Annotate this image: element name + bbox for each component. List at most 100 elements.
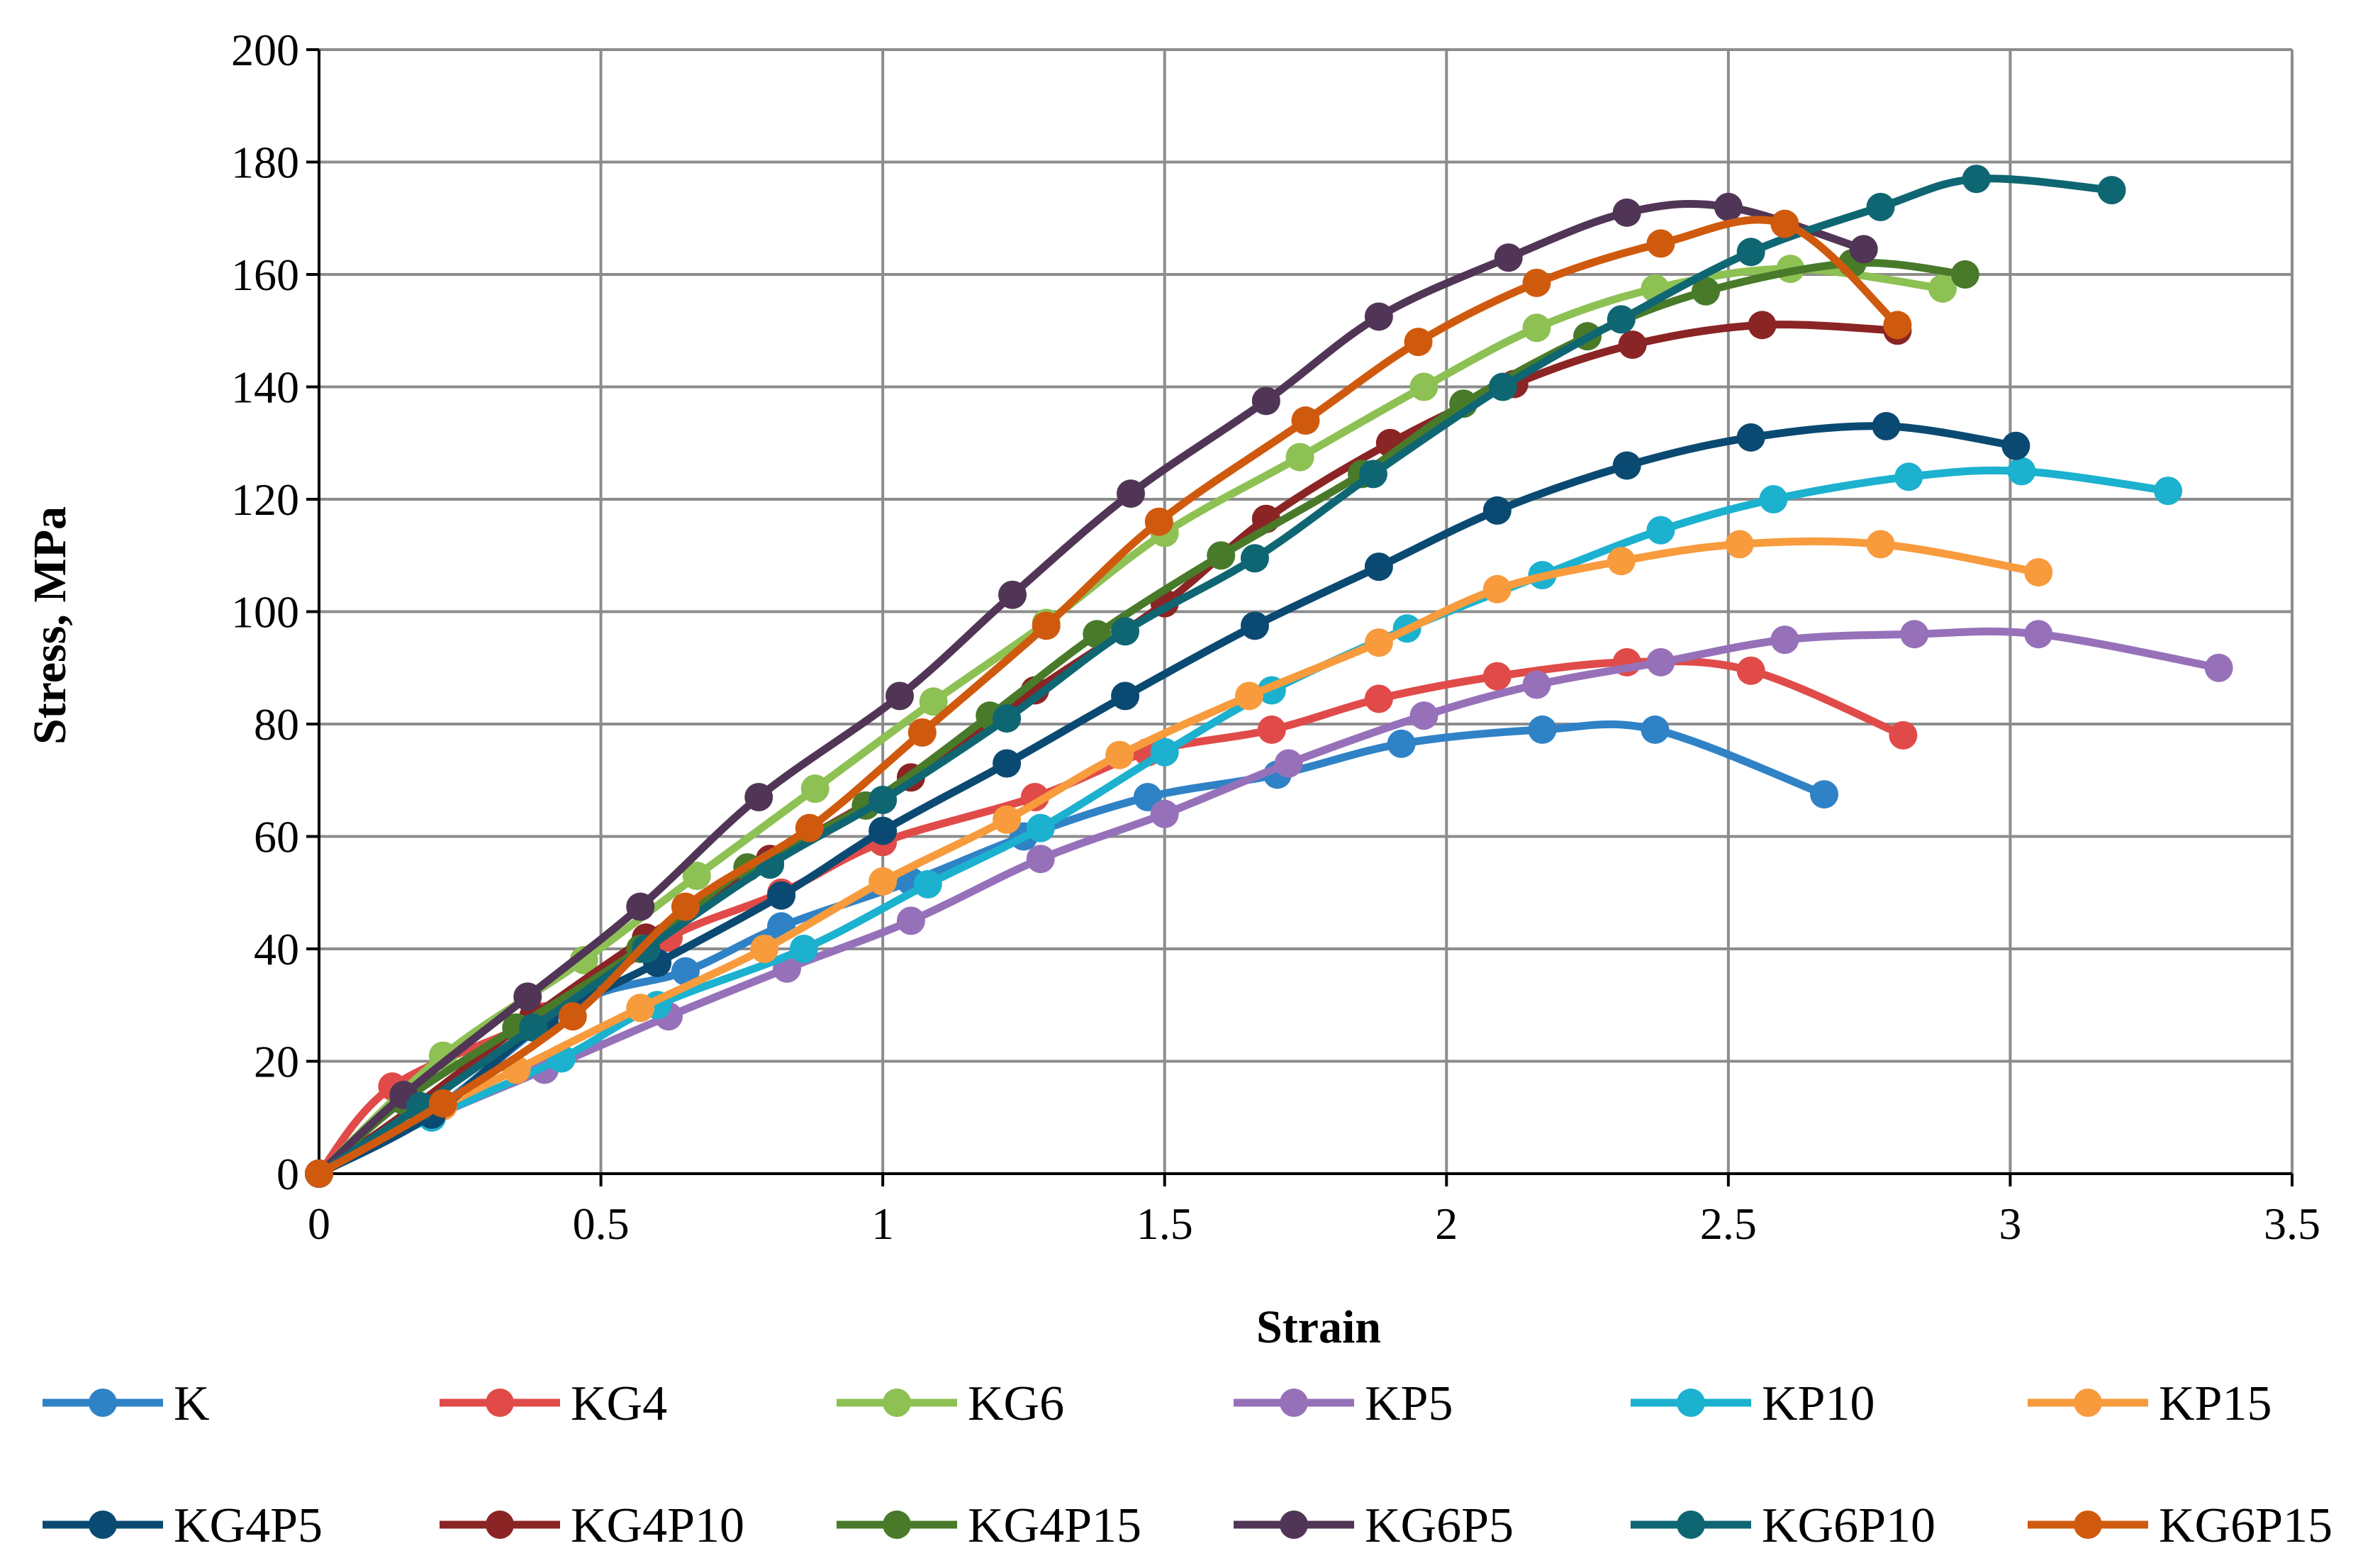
data-point-kg6 (428, 1041, 457, 1070)
legend-swatch-marker (486, 1511, 514, 1539)
data-point-kp5 (1522, 670, 1551, 699)
y-tick-label: 140 (231, 362, 299, 413)
data-point-kp5 (1274, 749, 1303, 778)
y-tick-label: 60 (254, 812, 299, 862)
data-point-kg4p5 (868, 816, 898, 845)
data-point-kg4p10 (1618, 330, 1647, 360)
legend-label: K (174, 1376, 210, 1431)
legend-swatch-marker (1280, 1389, 1308, 1417)
data-point-kp5 (1150, 799, 1179, 828)
data-point-kg6 (1522, 313, 1551, 343)
y-tick-label: 180 (231, 138, 299, 188)
data-point-kp5 (1026, 845, 1055, 874)
data-point-kg6p10 (1358, 460, 1387, 489)
data-point-k (1810, 780, 1839, 809)
data-point-kg4p5 (1482, 496, 1512, 525)
legend-swatch-marker (883, 1511, 911, 1539)
data-point-kg4p15 (1692, 277, 1721, 306)
y-tick-label: 120 (231, 474, 299, 525)
data-point-kg6p15 (1144, 507, 1173, 536)
data-point-kg6p5 (998, 580, 1027, 609)
data-point-kg4 (1482, 662, 1512, 691)
data-point-kp15 (750, 935, 779, 963)
data-point-kp15 (626, 994, 655, 1023)
data-point-kg6p15 (1646, 229, 1675, 258)
legend-item-kp5: KP5 (1234, 1376, 1453, 1431)
y-tick-label: 100 (231, 587, 299, 638)
data-point-kg6p15 (305, 1159, 333, 1188)
data-point-kg6p5 (513, 982, 542, 1011)
legend-item-kg6p15: KG6P15 (2028, 1498, 2332, 1553)
data-point-kp10 (789, 935, 818, 963)
data-point-k (1641, 715, 1670, 744)
data-point-kg6p15 (1770, 209, 1799, 238)
legend-swatch-marker (1677, 1511, 1705, 1539)
data-point-kp15 (1866, 530, 1895, 559)
data-point-kg6p15 (428, 1089, 457, 1118)
legend-item-kg4p5: KG4P5 (43, 1498, 323, 1553)
data-point-kg6p5 (1612, 198, 1641, 227)
data-point-kp5 (1409, 701, 1438, 730)
y-axis-title: Stress, MPa (24, 506, 76, 745)
series-kg4 (305, 647, 1918, 1188)
data-point-kg6 (569, 945, 598, 974)
legend-label: KG6P5 (1365, 1498, 1514, 1553)
data-point-kg6p10 (1736, 238, 1765, 267)
series-line-kg6p5 (315, 199, 1868, 1178)
data-point-kp15 (2024, 558, 2053, 587)
x-tick-label: 2.5 (1700, 1198, 1757, 1249)
x-tick-label: 2 (1435, 1198, 1458, 1249)
legend-item-kp15: KP15 (2028, 1376, 2272, 1431)
data-point-kg6p15 (1522, 268, 1551, 297)
data-point-kg4p5 (1240, 611, 1269, 640)
data-point-kg6p10 (868, 785, 898, 814)
series-kg6p5 (305, 192, 1878, 1188)
legend-label: KG6 (968, 1376, 1064, 1431)
data-point-kg6p10 (1111, 617, 1140, 646)
data-point-kp15 (1364, 628, 1393, 657)
data-point-kp10 (1026, 813, 1055, 842)
legend-label: KP15 (2159, 1376, 2272, 1431)
data-point-kp15 (993, 805, 1022, 834)
legend-label: KP10 (1762, 1376, 1875, 1431)
series-line-kg4p15 (315, 259, 1970, 1178)
data-point-kg4 (1889, 721, 1918, 750)
y-tick-label: 40 (254, 924, 299, 974)
data-point-kg4p10 (1748, 311, 1777, 340)
x-tick-label: 0.5 (573, 1198, 630, 1249)
data-point-kp5 (896, 906, 925, 935)
legend-label: KG6P10 (1762, 1498, 1935, 1553)
data-point-kg6p5 (1117, 479, 1146, 508)
data-point-kg4p5 (2001, 431, 2030, 460)
series-lines (305, 165, 2233, 1188)
data-point-kg6p15 (671, 892, 700, 921)
data-point-kp5 (2204, 653, 2233, 682)
data-point-k (1387, 729, 1416, 758)
data-point-kg4p5 (1872, 411, 1901, 440)
legend-swatch-marker (89, 1511, 117, 1539)
data-point-kg6p5 (744, 783, 773, 812)
data-point-kg6p15 (907, 718, 937, 747)
legend-label: KG6P15 (2159, 1498, 2332, 1553)
series-line-kg6 (315, 265, 1947, 1178)
x-tick-label: 0 (308, 1198, 330, 1249)
data-point-kg6p15 (1404, 328, 1433, 357)
series-kg6p10 (305, 165, 2126, 1188)
legend-item-kg4: KG4 (440, 1376, 667, 1431)
data-point-kg6 (1285, 443, 1314, 472)
data-point-kp5 (1770, 625, 1799, 655)
legend-item-kg6p10: KG6P10 (1631, 1498, 1935, 1553)
x-tick-label: 1 (871, 1198, 894, 1249)
data-point-kp10 (2154, 477, 2183, 506)
legend-swatch-marker (1280, 1511, 1308, 1539)
data-point-kg6 (1928, 274, 1957, 303)
y-tick-label: 200 (231, 25, 299, 75)
legend: K KG4 KG6 KP5 KP10 KP15 KG4P5 KG4P10 KG4P15 KG6P5… (43, 1376, 2332, 1553)
data-point-kg4p15 (1207, 541, 1236, 570)
data-point-kg4 (1257, 715, 1286, 744)
data-point-kg4p15 (1950, 260, 1979, 289)
data-point-kg6p10 (1240, 544, 1269, 573)
legend-item-k: K (43, 1376, 210, 1431)
data-point-kp15 (1482, 574, 1512, 603)
data-point-kg6p15 (1291, 406, 1320, 435)
